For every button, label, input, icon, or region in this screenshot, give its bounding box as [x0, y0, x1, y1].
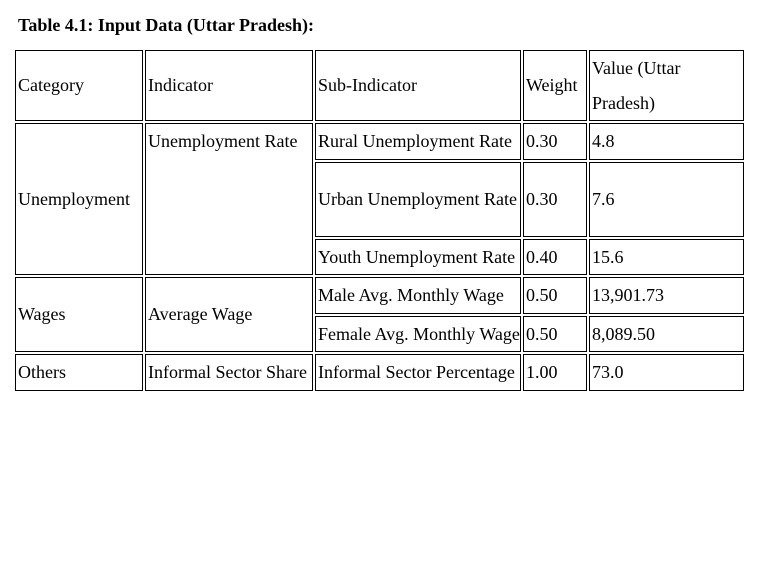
- table-row: Youth Unemployment Rate 0.40 15.6: [15, 238, 744, 275]
- weight-cell: 1.00: [523, 354, 587, 391]
- table-row: Female Avg. Monthly Wage 0.50 8,089.50: [15, 315, 744, 352]
- header-indicator: Indicator: [145, 50, 313, 121]
- table-caption: Table 4.1: Input Data (Uttar Pradesh):: [18, 15, 315, 35]
- weight-cell: 0.30: [523, 123, 587, 160]
- category-cell: Wages: [15, 277, 143, 352]
- value-cell: 73.0: [589, 354, 744, 391]
- input-data-table: Category Indicator Sub-Indicator Weight …: [13, 48, 746, 393]
- sub-indicator-cell: Male Avg. Monthly Wage: [315, 277, 521, 314]
- sub-indicator-cell: Informal Sector Percentage: [315, 354, 521, 391]
- weight-cell: 0.40: [523, 238, 587, 275]
- sub-indicator-cell: Female Avg. Monthly Wage: [315, 315, 521, 352]
- table-header-row: Category Indicator Sub-Indicator Weight …: [15, 50, 744, 121]
- indicator-cell: Average Wage: [145, 277, 313, 352]
- value-cell: 7.6: [589, 161, 744, 237]
- value-cell: 8,089.50: [589, 315, 744, 352]
- weight-cell: 0.50: [523, 315, 587, 352]
- table-row: Unemployment Unemployment Rate Rural Une…: [15, 123, 744, 275]
- indicator-cell: Informal Sector Share: [145, 354, 313, 391]
- header-weight: Weight: [523, 50, 587, 121]
- category-cell: Unemployment: [15, 123, 143, 275]
- table-row: Wages Average Wage Male Avg. Monthly Wag…: [15, 277, 744, 352]
- sub-indicator-cell: Urban Unemployment Rate: [315, 161, 521, 237]
- table-row: Urban Unemployment Rate 0.30 7.6: [15, 161, 744, 237]
- header-sub-indicator: Sub-Indicator: [315, 50, 521, 121]
- weight-cell: 0.30: [523, 161, 587, 237]
- table-row: Others Informal Sector Share Informal Se…: [15, 354, 744, 391]
- header-category: Category: [15, 50, 143, 121]
- sub-indicator-cell: Rural Unemployment Rate: [315, 123, 521, 160]
- weight-cell: 0.50: [523, 277, 587, 314]
- indicator-cell: Unemployment Rate: [145, 123, 313, 275]
- value-cell: 13,901.73: [589, 277, 744, 314]
- header-value: Value (Uttar Pradesh): [589, 50, 744, 121]
- value-cell: 4.8: [589, 123, 744, 160]
- value-cell: 15.6: [589, 238, 744, 275]
- category-cell: Others: [15, 354, 143, 391]
- sub-indicator-cell: Youth Unemployment Rate: [315, 238, 521, 275]
